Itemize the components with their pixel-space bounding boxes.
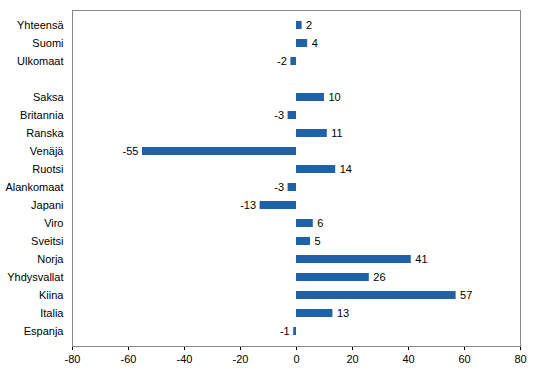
svg-text:-55: -55	[123, 145, 139, 157]
svg-text:Saksa: Saksa	[33, 91, 64, 103]
svg-text:-80: -80	[65, 353, 81, 365]
svg-text:-1: -1	[280, 325, 290, 337]
svg-text:20: 20	[346, 353, 358, 365]
svg-text:Norja: Norja	[37, 253, 64, 265]
svg-text:Japani: Japani	[31, 199, 63, 211]
svg-text:Sveitsi: Sveitsi	[31, 235, 63, 247]
svg-text:6: 6	[317, 217, 323, 229]
svg-text:40: 40	[402, 353, 414, 365]
svg-text:2: 2	[306, 19, 312, 31]
svg-text:-3: -3	[274, 109, 284, 121]
svg-text:-40: -40	[177, 353, 193, 365]
svg-text:13: 13	[337, 307, 349, 319]
svg-text:Yhteensä: Yhteensä	[17, 19, 64, 31]
svg-text:57: 57	[460, 289, 472, 301]
svg-text:26: 26	[373, 271, 385, 283]
svg-text:Viro: Viro	[44, 217, 63, 229]
svg-text:11: 11	[331, 127, 342, 139]
svg-text:Venäjä: Venäjä	[30, 145, 65, 157]
svg-text:Britannia: Britannia	[20, 109, 64, 121]
svg-text:Suomi: Suomi	[32, 37, 63, 49]
svg-text:Ulkomaat: Ulkomaat	[17, 55, 63, 67]
svg-text:4: 4	[312, 37, 318, 49]
svg-text:Ranska: Ranska	[26, 127, 64, 139]
svg-text:0: 0	[293, 353, 299, 365]
svg-text:Ruotsi: Ruotsi	[32, 163, 63, 175]
svg-text:-3: -3	[274, 181, 284, 193]
svg-text:-60: -60	[121, 353, 137, 365]
svg-text:-2: -2	[277, 55, 287, 67]
svg-text:10: 10	[329, 91, 341, 103]
svg-text:Kiina: Kiina	[39, 289, 64, 301]
svg-text:-20: -20	[233, 353, 249, 365]
svg-text:Espanja: Espanja	[24, 325, 65, 337]
svg-text:Alankomaat: Alankomaat	[5, 181, 63, 193]
svg-text:5: 5	[315, 235, 321, 247]
svg-text:14: 14	[340, 163, 352, 175]
svg-text:Italia: Italia	[40, 307, 64, 319]
svg-text:80: 80	[514, 353, 526, 365]
svg-text:Yhdysvallat: Yhdysvallat	[7, 271, 63, 283]
svg-text:60: 60	[458, 353, 470, 365]
svg-text:-13: -13	[240, 199, 256, 211]
svg-text:41: 41	[415, 253, 427, 265]
